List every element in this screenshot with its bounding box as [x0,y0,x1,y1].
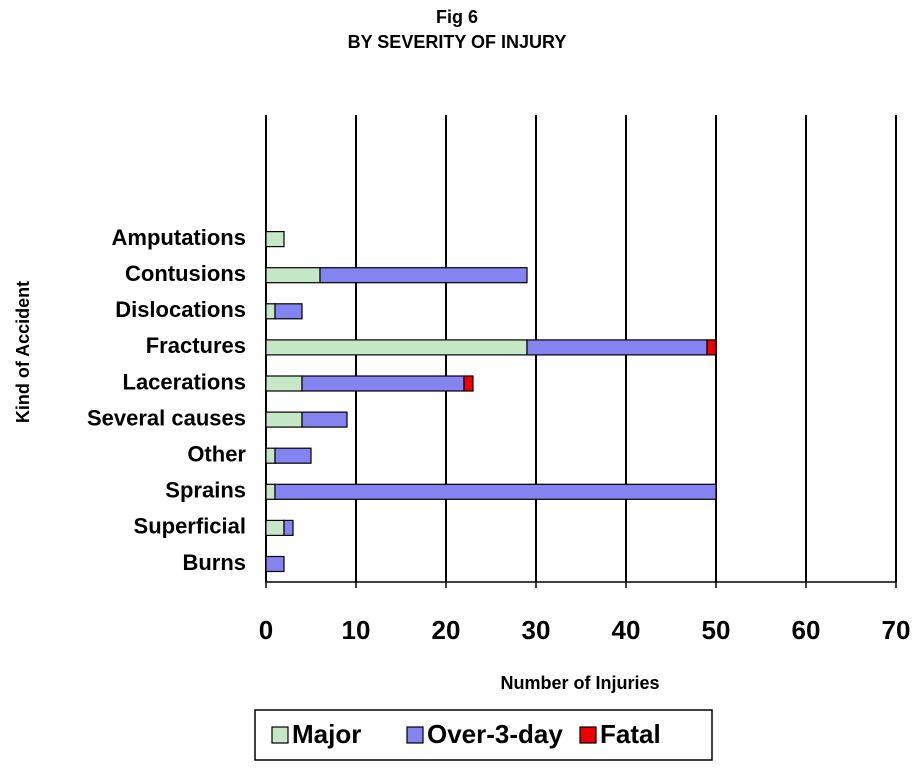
y-tick-label: Lacerations [123,369,247,394]
bar-segment [301,411,348,428]
x-tick-label: 40 [612,615,641,645]
y-tick-label: Amputations [112,225,246,250]
bar-segment [265,267,321,284]
x-axis-label: Number of Injuries [500,673,659,693]
chart-title: Fig 6 [436,7,478,27]
y-axis-label: Kind of Accident [13,281,33,423]
x-tick-label: 0 [259,615,273,645]
chart-subtitle: BY SEVERITY OF INJURY [348,32,567,52]
x-tick-label: 20 [432,615,461,645]
bar-segment [706,339,717,356]
legend-label: Fatal [600,719,661,749]
bar-segment [265,447,276,464]
legend-box [254,709,713,761]
legend-swatch [271,726,289,744]
y-tick-label: Superficial [134,514,246,539]
x-tick-label: 60 [792,615,821,645]
y-tick-label: Dislocations [115,297,246,322]
bar-segment [319,267,528,284]
x-tick-label: 50 [702,615,731,645]
x-tick-label: 30 [522,615,551,645]
bar-segment [265,483,276,500]
bar-segment [265,519,285,537]
bar-segment [283,519,294,537]
y-tick-label: Several causes [87,405,246,430]
legend-label: Major [292,719,361,749]
bar-segment [265,411,303,428]
legend-label: Over-3-day [427,719,563,749]
y-tick-label: Sprains [165,478,246,503]
bar-segment [265,339,528,356]
bar-segment [274,483,717,500]
x-tick-label: 10 [342,615,371,645]
y-tick-label: Contusions [125,261,246,286]
bar-segment [265,555,285,573]
bar-segment [274,447,312,464]
y-tick-label: Other [187,442,246,467]
legend-swatch [406,726,424,744]
y-tick-label: Fractures [146,333,246,358]
bar-segment [463,375,474,392]
bar-segment [526,339,708,356]
bar-segment [265,303,276,320]
bar-segment [301,375,465,392]
y-tick-label: Burns [182,550,246,575]
bar-segment [274,303,303,320]
bar-segment [265,375,303,392]
bar-segment [265,231,285,248]
legend-swatch [579,726,597,744]
x-tick-label: 70 [882,615,911,645]
